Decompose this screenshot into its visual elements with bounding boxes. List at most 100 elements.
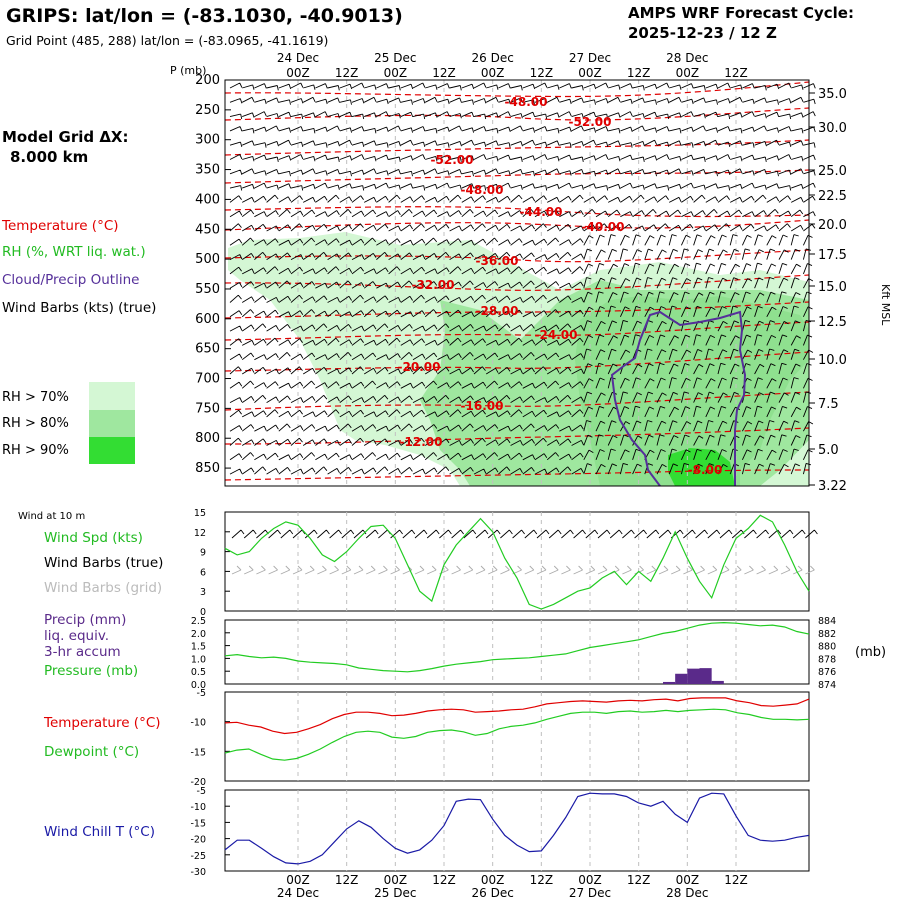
pressure-right-tick-label: 874 [818,680,836,691]
panel-y-tick-label: 6 [200,567,206,578]
wind-chill-line [224,792,810,865]
panel-frame [224,789,810,872]
pressure-tick-label: 300 [195,133,220,148]
bottom-hour-label: 00Z [286,873,310,887]
pressure-line [224,621,810,673]
panel-y-tick-label: -30 [190,867,206,878]
bottom-date-label: 26 Dec [472,886,514,900]
temperature-contour [224,107,810,121]
panel-y-tick-label: -15 [190,818,206,829]
pressure-tick-label: 600 [195,312,220,327]
temperature-contour [224,249,810,263]
panel-y-tick-label: -15 [190,747,206,758]
pressure-tick-label: 200 [195,73,220,88]
top-hour-label: 00Z [384,66,408,80]
temperature-contour-label: -48.00 [461,183,504,197]
legend-rh90-label: RH > 90% [2,443,69,458]
panel-y-tick-label: -5 [197,688,206,699]
pressure-tick-label: 250 [195,103,220,118]
wind-10m-label: Wind at 10 m [18,511,85,522]
pressure-unit-label: (mb) [855,645,886,660]
temperature-contour [224,391,810,411]
panel-y-tick-label: 0.5 [191,667,206,678]
temperature-contour-label: -52.00 [431,153,474,167]
panel-y-tick-label: 0.0 [191,680,206,691]
temperature-contour-label: -44.00 [520,205,563,219]
temperature-contour [224,351,810,372]
panel-y-tick-label: -10 [190,718,206,729]
bottom-hour-label: 12Z [724,873,748,887]
temperature-contour-label: -40.00 [582,220,625,234]
pressure-right-tick-label: 884 [818,616,836,627]
wind-chill-panel: -5 -10 -15 -20 -25 -30 [190,786,810,878]
top-date-label: 25 Dec [374,51,416,65]
pressure-tick-label: 750 [195,401,220,416]
temperature-contour-label: -28.00 [476,304,519,318]
temperature-contour [224,206,810,218]
cross-section-axes: 200 250 300 350 400 450 500 550 600 650 700 750 800 8… [195,73,847,494]
bottom-hour-label: 12Z [432,873,456,887]
temperature-contour-label: -16.00 [461,399,504,413]
legend-precip-accum: 3-hr accum [44,644,121,660]
page-title: GRIPS: lat/lon = (-83.1030, -40.9013) [6,5,403,27]
upper-wind-barbs [229,82,816,475]
height-tick-label: 25.0 [818,164,847,179]
top-date-label: 26 Dec [472,51,514,65]
legend-dewpoint: Dewpoint (°C) [44,744,139,760]
top-hour-label: 00Z [578,66,602,80]
legend-wind-speed: Wind Spd (kts) [44,530,143,546]
pressure-tick-label: 350 [195,163,220,178]
rh70-swatch [89,382,135,410]
panel-y-tick-label: -20 [190,835,206,846]
rh90-swatch [89,437,135,464]
pressure-tick-label: 650 [195,342,220,357]
grid-point-subtitle: Grid Point (485, 288) lat/lon = (-83.096… [6,33,328,48]
temperature-contour-label: -8.00 [688,463,723,477]
pressure-tick-label: 800 [195,431,220,446]
wind-speed-panel: 15 12 9 6 3 0 [194,508,818,618]
legend-rh70-label: RH > 70% [2,390,69,405]
panel-y-tick-label: 2.5 [191,616,206,627]
pressure-tick-label: 850 [195,461,220,476]
pressure-tick-label: 700 [195,372,220,387]
bottom-date-label: 25 Dec [374,886,416,900]
panel-y-tick-label: -25 [190,851,206,862]
rh90-area [668,448,735,486]
height-tick-label: 22.5 [818,189,847,204]
temperature-contour-label: -48.00 [505,95,548,109]
temperature-contour [224,321,810,341]
panel-frame [224,511,810,612]
panel-y-tick-label: -10 [190,802,206,813]
temperature-contour [224,301,810,319]
temperature-contour [224,469,810,481]
height-tick-label: 20.0 [818,218,847,233]
wind-barb-field [229,82,816,475]
height-tick-label: 12.5 [818,315,847,330]
precip-bar [699,668,712,684]
temperature-contour-label: -12.00 [400,435,443,449]
surface-wind-barbs-true [231,529,818,539]
temperature-contour-label: -52.00 [569,115,612,129]
legend-wind-barbs-grid: Wind Barbs (grid) [44,580,162,596]
temperature-contour [224,219,810,231]
panel-y-tick-label: 3 [200,587,206,598]
legend-wind-barbs: Wind Barbs (kts) (true) [2,300,156,316]
temperature-contour-label: -36.00 [476,254,519,268]
temperature-contour [224,274,810,291]
rh80-swatch [89,410,135,437]
temperature-dewpoint-panel: -5 -10 -15 -20 [190,688,810,788]
panel-frame [224,619,810,685]
legend-temperature: Temperature (°C) [1,218,119,234]
panel-frame [224,691,810,782]
temperature-contour [224,427,810,445]
top-time-axis: 00Z 12Z 00Z 12Z 00Z 12Z 00Z 12Z 00Z 12Z 24 Dec 25 D… [277,51,748,80]
top-hour-label: 00Z [481,66,505,80]
wind-speed-line [224,514,810,610]
bottom-hour-label: 12Z [627,873,651,887]
bottom-date-label: 27 Dec [569,886,611,900]
bottom-hour-label: 12Z [530,873,554,887]
top-hour-label: 12Z [335,66,359,80]
legend-pressure: Pressure (mb) [44,663,138,679]
